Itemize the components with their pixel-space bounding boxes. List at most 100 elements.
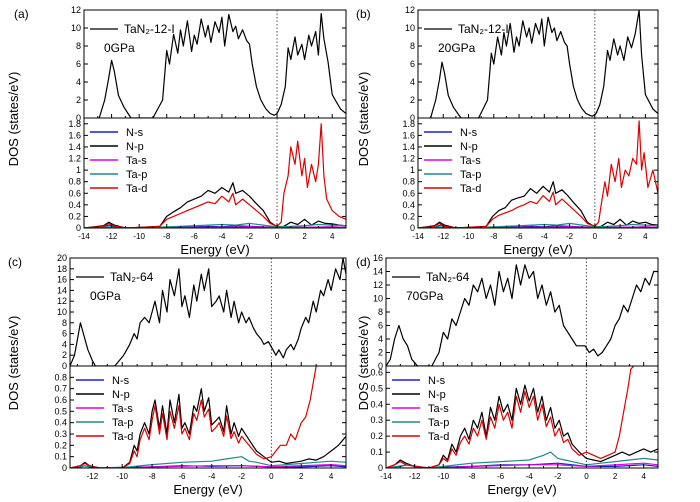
series-line-ta-d <box>70 366 317 468</box>
y-tick-label: 0.4 <box>54 418 67 428</box>
y-tick-label: 1.8 <box>402 119 415 129</box>
y-tick-label: 0.4 <box>402 200 415 210</box>
y-tick-label: 0 <box>76 223 81 233</box>
x-tick-label: -10 <box>116 472 128 481</box>
y-tick-label: 8 <box>62 318 67 328</box>
x-tick-label: -4 <box>208 472 216 481</box>
panel-label: (d) <box>356 255 371 269</box>
y-tick-label: 20 <box>57 253 67 263</box>
pressure-annotation: 70GPa <box>406 289 444 303</box>
y-tick-label: 12 <box>405 5 415 15</box>
y-tick-label: 16 <box>57 275 67 285</box>
y-tick-label: 0.6 <box>68 188 81 198</box>
legend-label: Ta-d <box>112 431 133 443</box>
y-tick-label: 0.8 <box>68 177 81 187</box>
series-line-tan-64 <box>70 258 346 366</box>
y-tick-label: 0.2 <box>370 431 383 441</box>
x-tick-label: -12 <box>409 472 421 481</box>
x-tick-label: 4 <box>643 232 648 241</box>
y-tick-label: 2 <box>410 95 415 105</box>
legend-label: N-s <box>126 127 144 139</box>
series-line-tan-12-i <box>98 13 346 118</box>
y-tick-label: 14 <box>57 285 67 295</box>
y-tick-label: 0.7 <box>54 384 67 394</box>
y-tick-label: 10 <box>71 23 81 33</box>
x-tick-label: 4 <box>329 472 334 481</box>
series-line-n-p <box>386 384 658 468</box>
y-tick-label: 12 <box>57 296 67 306</box>
y-tick-label: 1.6 <box>402 130 415 140</box>
y-axis-label: DOS (states/eV) <box>6 316 21 411</box>
x-tick-label: -8 <box>490 232 498 241</box>
y-tick-label: 0.6 <box>402 188 415 198</box>
series-line-n-p <box>84 182 346 228</box>
legend-label: N-p <box>126 141 144 153</box>
x-tick-label: -10 <box>437 472 449 481</box>
y-tick-label: 6 <box>62 329 67 339</box>
x-tick-label: 4 <box>641 472 646 481</box>
x-tick-label: -14 <box>380 472 392 481</box>
panel-a: (a)024681012TaN₂-12-I0GPa00.20.40.60.811… <box>14 5 347 257</box>
legend-label: N-s <box>112 375 130 387</box>
series-line-ta-p <box>70 456 346 468</box>
y-tick-label: 0 <box>62 361 67 371</box>
series-line-n-p <box>418 181 658 228</box>
y-tick-label: 1.2 <box>402 154 415 164</box>
y-tick-label: 1.4 <box>68 142 81 152</box>
y-tick-label: 1 <box>76 165 81 175</box>
y-tick-label: 4 <box>410 77 415 87</box>
y-tick-label: 0.3 <box>54 429 67 439</box>
panel-label: (b) <box>356 7 371 21</box>
x-tick-label: 0 <box>269 472 274 481</box>
x-tick-label: -2 <box>554 472 562 481</box>
series-line-ta-p <box>386 451 658 468</box>
x-axis-label: Energy (eV) <box>180 242 249 257</box>
x-tick-label: -12 <box>106 232 118 241</box>
y-tick-label: 1.8 <box>68 119 81 129</box>
legend-label: Ta-p <box>126 169 147 181</box>
y-tick-label: 0 <box>410 113 415 123</box>
x-tick-label: -2 <box>246 232 254 241</box>
x-tick-label: -14 <box>412 232 424 241</box>
legend-label: Ta-p <box>112 417 133 429</box>
y-tick-label: 1 <box>410 165 415 175</box>
plot-frame <box>83 117 347 229</box>
x-tick-label: -6 <box>178 472 186 481</box>
y-tick-label: 8 <box>76 41 81 51</box>
x-tick-label: -10 <box>463 232 475 241</box>
y-axis-label: DOS (states/eV) <box>356 316 371 411</box>
legend-label: Ta-s <box>112 403 133 415</box>
panel-d: (d) 0 2 4 6 8 10 12 14 16 TaN₂-64 70GPa 0 0.1 0.2 0.3 0.… <box>356 253 659 497</box>
y-tick-label: 0.4 <box>370 399 383 409</box>
y-tick-label: 0.1 <box>370 447 383 457</box>
x-tick-label: -14 <box>78 232 90 241</box>
y-tick-label: 0.2 <box>402 211 415 221</box>
pressure-annotation: 0GPa <box>104 41 135 55</box>
y-axis-label: DOS (states/eV) <box>356 72 371 167</box>
legend-label: TaN₂-12-I <box>458 22 509 36</box>
y-tick-label: 0.2 <box>54 440 67 450</box>
y-tick-label: 0.3 <box>370 415 383 425</box>
y-tick-label: 0.5 <box>54 406 67 416</box>
y-tick-label: 0 <box>410 223 415 233</box>
y-tick-label: 2 <box>62 350 67 360</box>
legend-label: Ta-d <box>428 431 449 443</box>
y-tick-label: 0.6 <box>54 395 67 405</box>
pressure-annotation: 20GPa <box>438 41 476 55</box>
y-tick-label: 1.4 <box>402 142 415 152</box>
y-tick-label: 18 <box>57 264 67 274</box>
y-tick-label: 10 <box>405 23 415 33</box>
x-tick-label: 2 <box>302 232 307 241</box>
y-tick-label: 10 <box>57 307 67 317</box>
x-tick-label: 2 <box>618 232 623 241</box>
plot-frame <box>417 117 659 229</box>
legend-label: N-p <box>112 389 130 401</box>
y-tick-label: 0.2 <box>68 211 81 221</box>
y-tick-label: 4 <box>378 334 383 344</box>
legend-label: TaN₂-64 <box>426 270 470 284</box>
x-tick-label: -2 <box>238 472 246 481</box>
y-tick-label: 12 <box>373 280 383 290</box>
y-tick-label: 0.8 <box>54 372 67 382</box>
x-tick-label: -12 <box>437 232 449 241</box>
y-tick-label: 0 <box>378 361 383 371</box>
